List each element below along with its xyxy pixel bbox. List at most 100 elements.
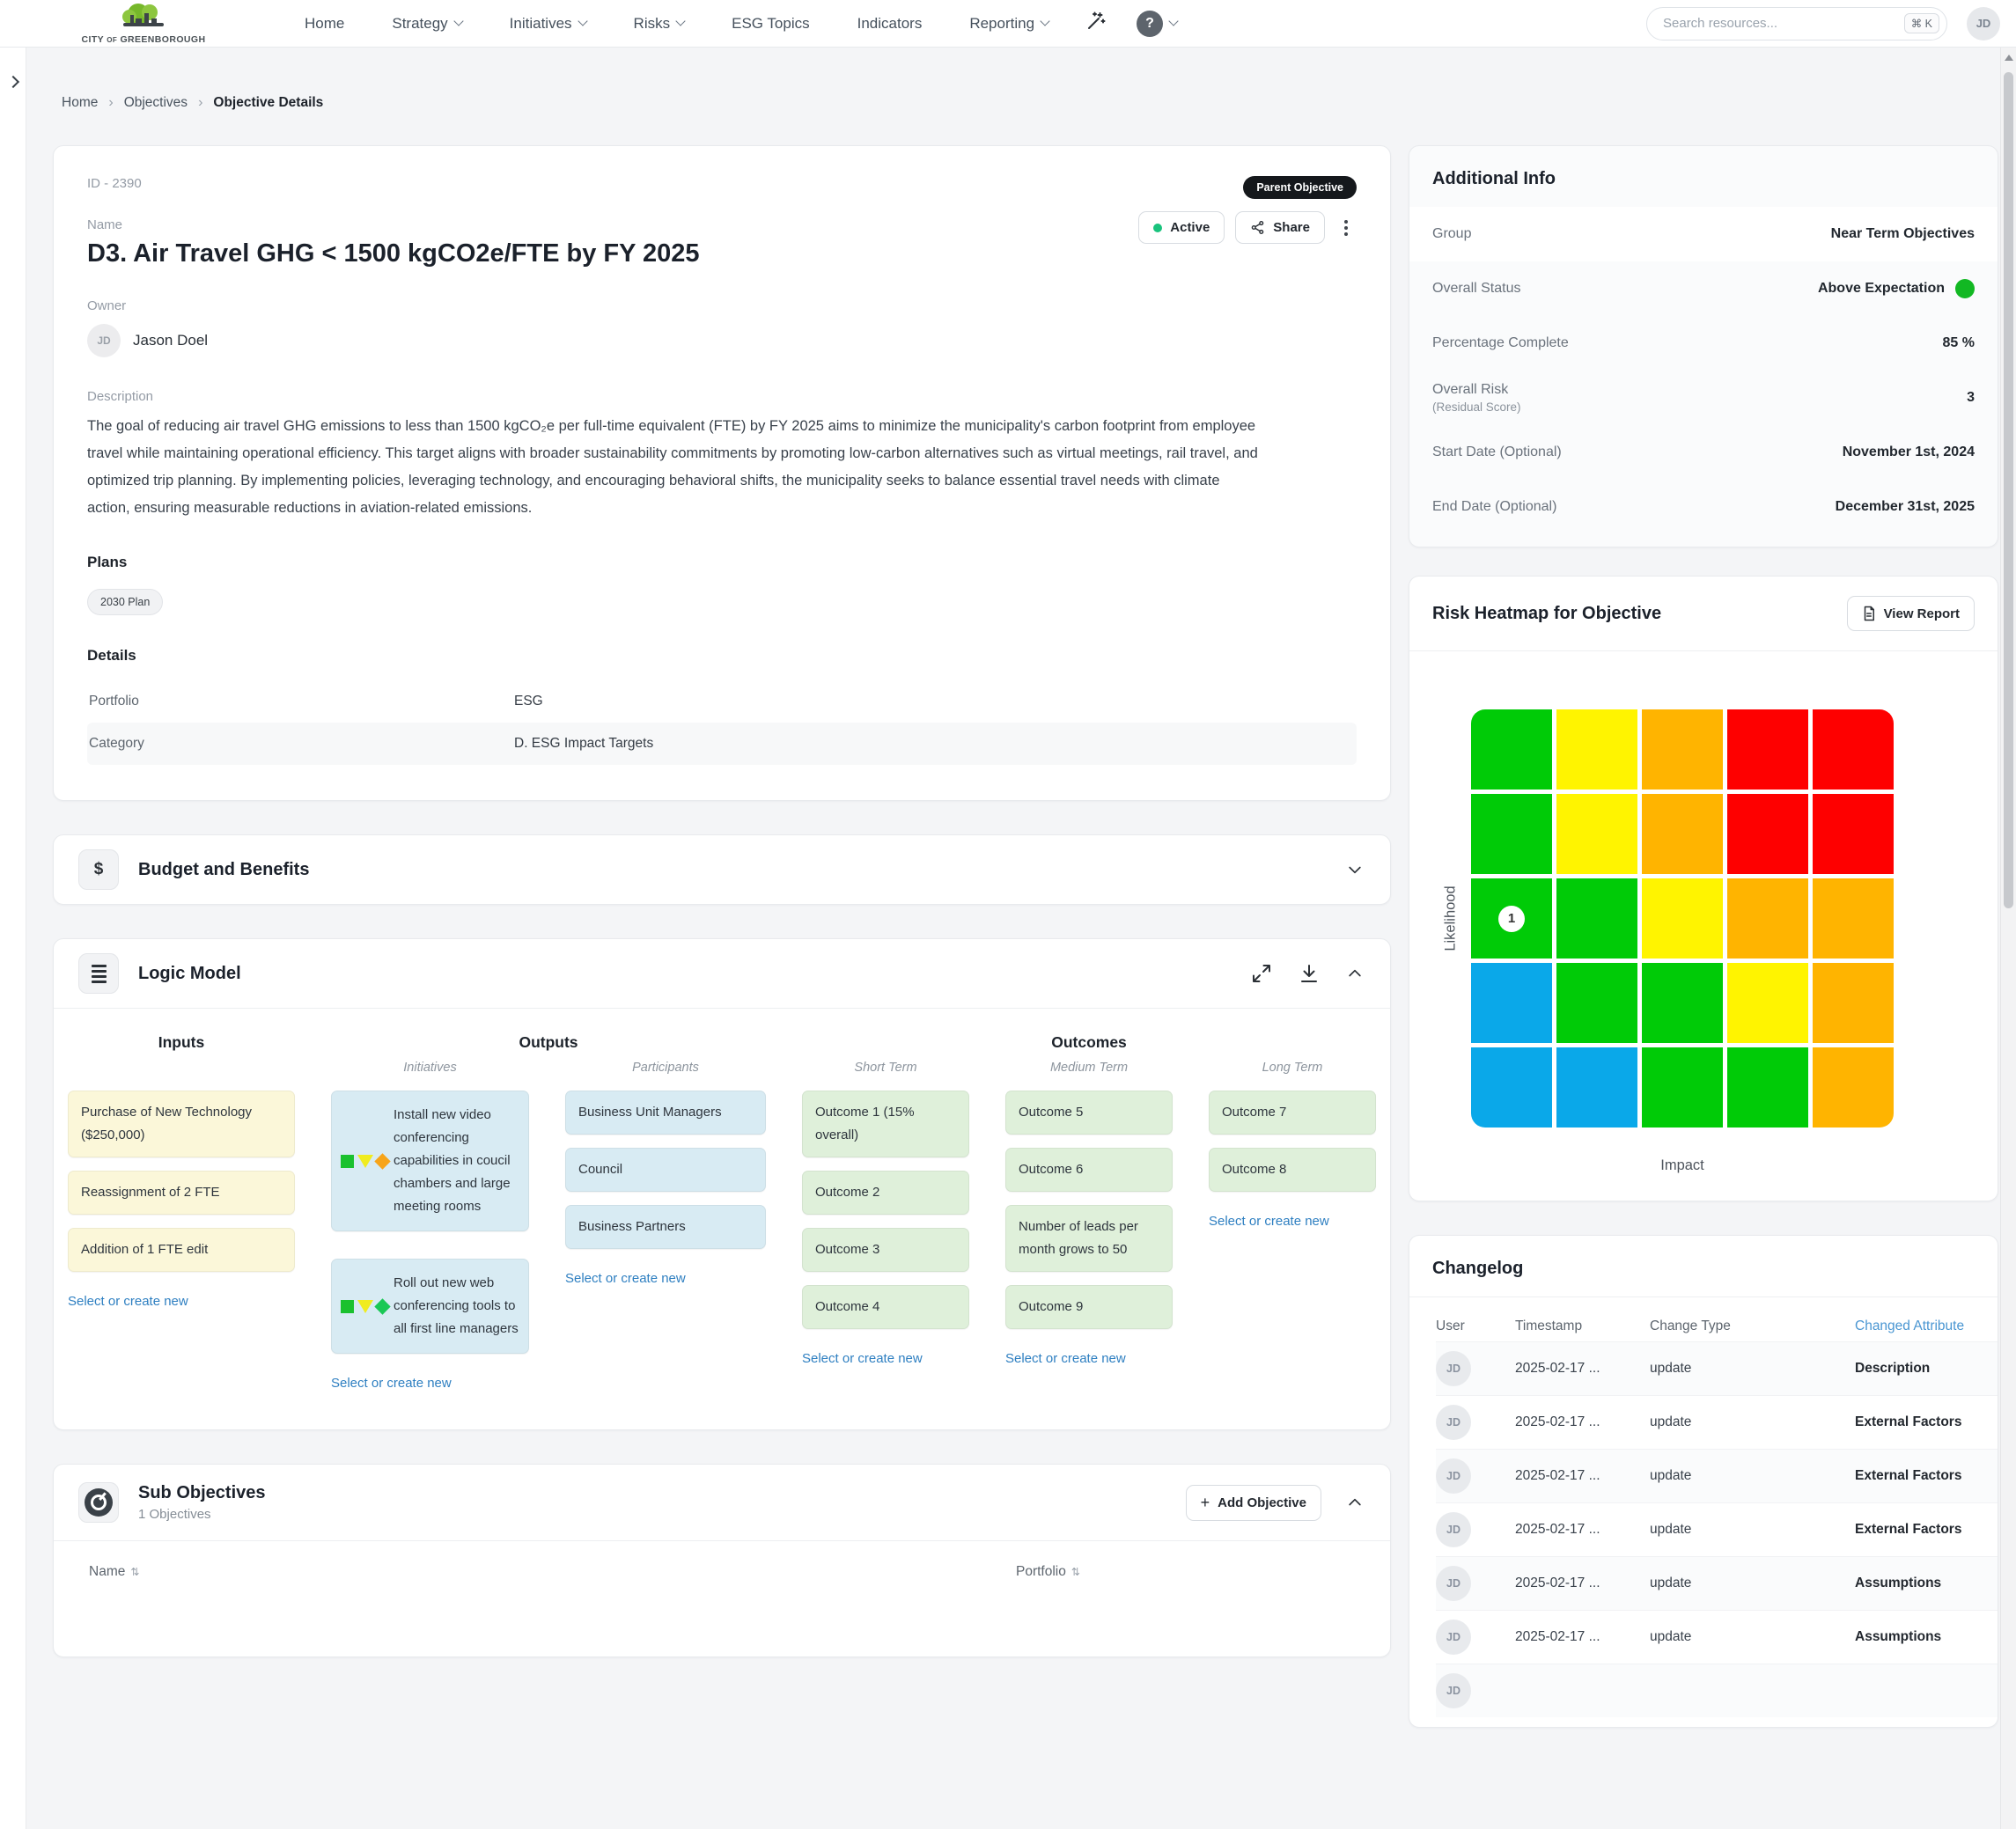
scrollbar-thumb[interactable] — [2004, 72, 2013, 908]
breadcrumb-separator: › — [198, 95, 203, 110]
heatmap-cell[interactable] — [1813, 878, 1894, 959]
select-or-create-link[interactable]: Select or create new — [565, 1271, 686, 1286]
page-scrollbar[interactable] — [2000, 48, 2016, 1829]
heatmap-cell[interactable] — [1642, 878, 1723, 959]
select-or-create-link[interactable]: Select or create new — [68, 1294, 188, 1309]
heatmap-cell[interactable] — [1813, 963, 1894, 1043]
changelog-row: JD 2025-02-17 ... update Assumptions — [1436, 1610, 1998, 1664]
nav-item-initiatives[interactable]: Initiatives — [510, 15, 588, 33]
outcome-card[interactable]: Outcome 6 — [1005, 1148, 1173, 1192]
search-box[interactable]: ⌘ K — [1646, 6, 1947, 40]
plan-chip[interactable]: 2030 Plan — [87, 589, 164, 615]
view-report-button[interactable]: View Report — [1846, 596, 1975, 631]
input-card[interactable]: Purchase of New Technology ($250,000) — [68, 1091, 295, 1157]
column-header-name[interactable]: Name ⇅ — [89, 1564, 140, 1579]
outcome-card[interactable]: Outcome 2 — [802, 1171, 969, 1215]
participant-card[interactable]: Council — [565, 1148, 766, 1192]
nav-item-reporting[interactable]: Reporting — [969, 15, 1050, 33]
select-or-create-link[interactable]: Select or create new — [1005, 1351, 1126, 1366]
description-text: The goal of reducing air travel GHG emis… — [87, 418, 1258, 516]
heatmap-cell[interactable] — [1556, 794, 1637, 874]
outcome-card[interactable]: Outcome 9 — [1005, 1285, 1173, 1329]
heatmap-cell[interactable] — [1556, 1047, 1637, 1128]
heatmap-cell[interactable] — [1642, 1047, 1723, 1128]
chevron-down-icon — [1349, 866, 1361, 874]
input-card[interactable]: Addition of 1 FTE edit — [68, 1228, 295, 1272]
heatmap-cell[interactable] — [1642, 709, 1723, 790]
main-nav: Home Strategy Initiatives Risks ESG Topi… — [305, 14, 1050, 33]
heatmap-cell[interactable] — [1471, 794, 1552, 874]
heatmap-cell[interactable] — [1727, 709, 1808, 790]
participant-card[interactable]: Business Unit Managers — [565, 1091, 766, 1135]
outcome-card[interactable]: Outcome 3 — [802, 1228, 969, 1272]
column-header-portfolio[interactable]: Portfolio ⇅ — [1016, 1564, 1080, 1579]
heatmap-cell[interactable] — [1471, 1047, 1552, 1128]
heatmap-cell[interactable] — [1642, 794, 1723, 874]
sort-icon: ⇅ — [130, 1566, 140, 1578]
heatmap-cell[interactable] — [1556, 963, 1637, 1043]
add-objective-button[interactable]: + Add Objective — [1185, 1484, 1321, 1521]
download-icon[interactable] — [1297, 961, 1321, 986]
nav-item-home[interactable]: Home — [305, 14, 345, 32]
outcome-card[interactable]: Outcome 8 — [1209, 1148, 1376, 1192]
input-card[interactable]: Reassignment of 2 FTE — [68, 1171, 295, 1215]
nav-item-risks[interactable]: Risks — [634, 15, 686, 33]
share-button[interactable]: Share — [1235, 211, 1325, 244]
active-status-button[interactable]: Active — [1138, 211, 1225, 244]
help-menu[interactable]: ? — [1137, 10, 1179, 37]
outcome-card[interactable]: Outcome 7 — [1209, 1091, 1376, 1135]
owner-name: Jason Doel — [133, 332, 209, 349]
heatmap-cell[interactable] — [1813, 794, 1894, 874]
budget-collapse-toggle[interactable] — [1344, 859, 1365, 880]
nav-item-strategy[interactable]: Strategy — [392, 15, 464, 33]
heatmap-cell[interactable] — [1727, 794, 1808, 874]
outcome-card[interactable]: Number of leads per month grows to 50 — [1005, 1205, 1173, 1272]
heatmap-cell[interactable]: 1 — [1471, 878, 1552, 959]
outcome-card[interactable]: Outcome 1 (15% overall) — [802, 1091, 969, 1157]
breadcrumb: Home › Objectives › Objective Details — [62, 95, 323, 111]
outcome-card[interactable]: Outcome 4 — [802, 1285, 969, 1329]
additional-info-title: Additional Info — [1432, 169, 1556, 188]
user-avatar: JD — [1436, 1620, 1471, 1655]
changelog-row-partial: JD — [1436, 1664, 1998, 1717]
heatmap-cell[interactable] — [1727, 878, 1808, 959]
user-avatar[interactable]: JD — [1967, 6, 2000, 40]
column-header-changed-attribute[interactable]: Changed Attribute — [1855, 1318, 1965, 1333]
heatmap-cell[interactable] — [1471, 709, 1552, 790]
logic-model-collapse-toggle[interactable] — [1344, 963, 1365, 984]
expand-icon[interactable] — [1249, 961, 1274, 986]
outcome-card[interactable]: Outcome 5 — [1005, 1091, 1173, 1135]
initiative-card[interactable]: Install new video conferencing capabilit… — [331, 1091, 529, 1231]
scroll-up-icon[interactable] — [2004, 55, 2013, 61]
participant-card[interactable]: Business Partners — [565, 1205, 766, 1249]
description-label: Description — [87, 389, 154, 404]
select-or-create-link[interactable]: Select or create new — [331, 1376, 452, 1391]
heatmap-cell[interactable] — [1727, 963, 1808, 1043]
city-trees-icon — [117, 2, 170, 36]
select-or-create-link[interactable]: Select or create new — [802, 1351, 923, 1366]
inputs-header: Inputs — [158, 1033, 205, 1051]
select-or-create-link[interactable]: Select or create new — [1209, 1214, 1329, 1229]
sidebar-expand-icon[interactable] — [6, 75, 19, 89]
heatmap-cell[interactable] — [1556, 878, 1637, 959]
breadcrumb-separator: › — [108, 95, 114, 110]
user-avatar: JD — [1436, 1673, 1471, 1708]
risk-count-badge[interactable]: 1 — [1498, 905, 1525, 932]
heatmap-cell[interactable] — [1642, 963, 1723, 1043]
heatmap-cell[interactable] — [1471, 963, 1552, 1043]
nav-item-indicators[interactable]: Indicators — [857, 14, 923, 32]
nav-item-esg-topics[interactable]: ESG Topics — [732, 14, 810, 32]
heatmap-cell[interactable] — [1813, 1047, 1894, 1128]
more-options-icon[interactable] — [1335, 215, 1357, 241]
heatmap-cell[interactable] — [1813, 709, 1894, 790]
initiative-card[interactable]: Roll out new web conferencing tools to a… — [331, 1259, 529, 1354]
brand-logo[interactable]: CITY OF GREENBOROUGH — [77, 2, 210, 45]
magic-wand-icon[interactable] — [1085, 11, 1107, 36]
search-input[interactable] — [1663, 16, 1904, 31]
sub-objectives-collapse-toggle[interactable] — [1344, 1492, 1365, 1513]
heatmap-cell[interactable] — [1727, 1047, 1808, 1128]
breadcrumb-home[interactable]: Home — [62, 95, 99, 110]
breadcrumb-objectives[interactable]: Objectives — [123, 95, 188, 110]
logic-model-card: Logic Model Inputs Outputs Outcomes — [53, 938, 1391, 1430]
heatmap-cell[interactable] — [1556, 709, 1637, 790]
